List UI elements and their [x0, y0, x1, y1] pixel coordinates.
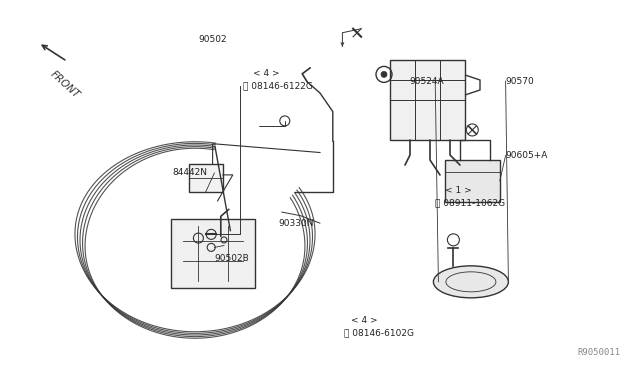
Text: 90502: 90502: [198, 35, 227, 44]
Bar: [189, 164, 223, 192]
Text: < 4 >: < 4 >: [253, 69, 280, 78]
Text: R9050011: R9050011: [578, 348, 621, 357]
Text: Ⓑ 08146-6102G: Ⓑ 08146-6102G: [344, 328, 414, 337]
Ellipse shape: [433, 266, 508, 298]
Text: 90570: 90570: [506, 77, 534, 86]
FancyBboxPatch shape: [171, 219, 255, 288]
Bar: [390, 60, 465, 140]
Text: < 1 >: < 1 >: [445, 186, 472, 195]
Text: 90330N: 90330N: [278, 219, 314, 228]
Text: < 4 >: < 4 >: [351, 316, 378, 325]
Text: 90605+A: 90605+A: [506, 151, 548, 160]
Ellipse shape: [446, 272, 496, 292]
Bar: [445, 160, 500, 202]
Text: Ⓑ 08146-6122G: Ⓑ 08146-6122G: [243, 81, 313, 90]
Text: 90524A: 90524A: [410, 77, 444, 86]
Text: FRONT: FRONT: [48, 69, 81, 100]
Text: 84442N: 84442N: [173, 169, 208, 177]
Text: 90502B: 90502B: [214, 254, 249, 263]
Circle shape: [381, 71, 387, 77]
Text: Ⓝ 08911-1062G: Ⓝ 08911-1062G: [435, 198, 506, 207]
